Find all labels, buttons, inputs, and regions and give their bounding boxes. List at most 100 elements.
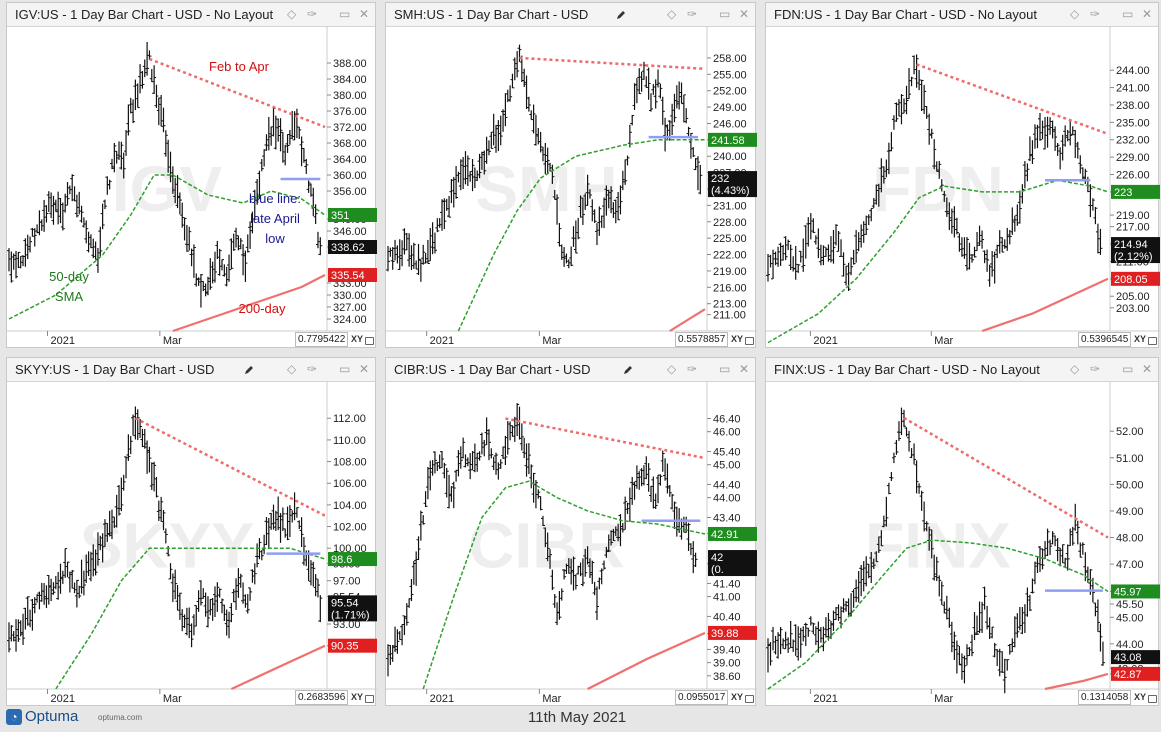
trend-line[interactable] bbox=[519, 56, 706, 71]
sma50-value-badge-bg bbox=[708, 132, 757, 147]
y-tick-label: 110.00 bbox=[333, 435, 366, 447]
maximize-icon[interactable]: ▭ bbox=[719, 362, 731, 376]
maximize-icon[interactable]: ▭ bbox=[1122, 362, 1134, 376]
last-price-badge: 214.94 bbox=[1114, 239, 1148, 251]
xy-toggle[interactable]: XY bbox=[1134, 334, 1147, 344]
pencil-icon[interactable] bbox=[615, 8, 627, 20]
chart-panel[interactable]: FINX:US - 1 Day Bar Chart - USD - No Lay… bbox=[765, 357, 1160, 707]
diamond-icon[interactable]: ◇ bbox=[1070, 362, 1080, 376]
trend-line[interactable] bbox=[916, 63, 1109, 136]
maximize-icon[interactable]: ▭ bbox=[339, 362, 351, 376]
maximize-icon[interactable]: ▭ bbox=[719, 7, 731, 21]
y-tick-label: 217.00 bbox=[1116, 222, 1150, 234]
close-icon[interactable]: ✕ bbox=[739, 362, 750, 376]
maximize-icon[interactable]: ▭ bbox=[1122, 7, 1134, 21]
lock-icon[interactable] bbox=[1148, 695, 1157, 703]
chart-canvas[interactable]: IGV 388.00 384.00 380.00 376.00 372.00 368.00 3… bbox=[7, 27, 377, 349]
sma50-value-badge-bg bbox=[328, 552, 377, 567]
close-icon[interactable]: ✕ bbox=[359, 362, 370, 376]
xy-toggle[interactable]: XY bbox=[351, 334, 364, 344]
x-tick-label: Mar bbox=[934, 335, 953, 347]
y-tick-label: 205.00 bbox=[1116, 291, 1150, 303]
chart-canvas[interactable]: CIBR 46.40 46.00 45.40 45.00 44.40 44.00 43.40 4… bbox=[386, 382, 757, 707]
chart-title: SMH:US - 1 Day Bar Chart - USD bbox=[394, 7, 589, 22]
chart-title: CIBR:US - 1 Day Bar Chart - USD bbox=[394, 362, 591, 377]
chart-title-bar[interactable]: SMH:US - 1 Day Bar Chart - USD ◇ ✑ ▭ ✕ bbox=[386, 3, 755, 27]
pin-icon[interactable]: ✑ bbox=[307, 362, 318, 376]
y-tick-label: 327.00 bbox=[333, 302, 367, 314]
last-price-badge-bg bbox=[328, 595, 377, 622]
y-tick-label: 255.00 bbox=[713, 69, 747, 81]
chart-title-bar[interactable]: FDN:US - 1 Day Bar Chart - USD - No Layo… bbox=[766, 3, 1158, 27]
x-tick-label: 2021 bbox=[430, 693, 454, 705]
close-icon[interactable]: ✕ bbox=[739, 7, 750, 21]
y-tick-label: 222.00 bbox=[713, 250, 747, 262]
chart-canvas[interactable]: FINX52.0051.0050.0049.0048.0047.0045.974… bbox=[766, 382, 1160, 707]
diamond-icon[interactable]: ◇ bbox=[667, 362, 677, 376]
close-icon[interactable]: ✕ bbox=[1142, 7, 1153, 21]
pin-icon[interactable]: ✑ bbox=[1090, 7, 1101, 21]
y-tick-label: 216.00 bbox=[713, 282, 747, 294]
chart-title-bar[interactable]: IGV:US - 1 Day Bar Chart - USD - No Layo… bbox=[7, 3, 375, 27]
scale-field[interactable]: 0.0955017 bbox=[675, 690, 729, 705]
pencil-icon[interactable] bbox=[622, 363, 634, 375]
pin-icon[interactable]: ✑ bbox=[1090, 362, 1101, 376]
pin-icon[interactable]: ✑ bbox=[687, 7, 698, 21]
y-tick-label: 376.00 bbox=[333, 106, 367, 118]
diamond-icon[interactable]: ◇ bbox=[667, 7, 677, 21]
chart-title-bar[interactable]: CIBR:US - 1 Day Bar Chart - USD ◇ ✑ ▭ ✕ bbox=[386, 358, 755, 382]
trend-line[interactable] bbox=[134, 417, 326, 517]
trend-line[interactable] bbox=[148, 57, 326, 129]
chart-panel[interactable]: CIBR:US - 1 Day Bar Chart - USD ◇ ✑ ▭ ✕ CIBR 4… bbox=[385, 357, 757, 707]
scale-field[interactable]: 0.1314058 bbox=[1078, 690, 1132, 705]
diamond-icon[interactable]: ◇ bbox=[287, 362, 297, 376]
lock-icon[interactable] bbox=[745, 337, 754, 345]
diamond-icon[interactable]: ◇ bbox=[287, 7, 297, 21]
chart-canvas[interactable]: SKYY 112.00 110.00 108.00 106.00 104.00 102.00… bbox=[7, 382, 377, 707]
close-icon[interactable]: ✕ bbox=[359, 7, 370, 21]
pin-icon[interactable]: ✑ bbox=[307, 7, 318, 21]
chart-panel[interactable]: SMH:US - 1 Day Bar Chart - USD ◇ ✑ ▭ ✕ SMH 258… bbox=[385, 2, 757, 349]
close-icon[interactable]: ✕ bbox=[1142, 362, 1153, 376]
chart-panel[interactable]: SKYY:US - 1 Day Bar Chart - USD ◇ ✑ ▭ ✕ SKYY 1… bbox=[6, 357, 377, 707]
y-tick-label: 43.40 bbox=[713, 512, 741, 524]
scale-field[interactable]: 0.2683596 bbox=[295, 690, 349, 705]
scale-field[interactable]: 0.5396545 bbox=[1078, 332, 1132, 347]
y-tick-label: 368.00 bbox=[333, 138, 367, 150]
optuma-logo-icon: ◔ bbox=[6, 709, 22, 726]
sma200-value-badge: 42.87 bbox=[1114, 669, 1142, 681]
xy-toggle[interactable]: XY bbox=[731, 692, 744, 702]
xy-toggle[interactable]: XY bbox=[1134, 692, 1147, 702]
pencil-icon[interactable] bbox=[243, 363, 255, 375]
diamond-icon[interactable]: ◇ bbox=[1070, 7, 1080, 21]
annotation-blue-line-2: late April bbox=[250, 211, 300, 226]
xy-toggle[interactable]: XY bbox=[351, 692, 364, 702]
chart-panel[interactable]: FDN:US - 1 Day Bar Chart - USD - No Layo… bbox=[765, 2, 1160, 349]
y-tick-label: 106.00 bbox=[333, 478, 367, 490]
lock-icon[interactable] bbox=[365, 337, 374, 345]
trend-line[interactable] bbox=[505, 417, 706, 460]
chart-title-bar[interactable]: SKYY:US - 1 Day Bar Chart - USD ◇ ✑ ▭ ✕ bbox=[7, 358, 375, 382]
scale-field[interactable]: 0.7795422 bbox=[295, 332, 349, 347]
y-tick-label: 231.00 bbox=[713, 200, 747, 212]
scale-field[interactable]: 0.5578857 bbox=[675, 332, 729, 347]
xy-toggle[interactable]: XY bbox=[731, 334, 744, 344]
sma200-line bbox=[587, 631, 706, 690]
pin-icon[interactable]: ✑ bbox=[687, 362, 698, 376]
chart-title: SKYY:US - 1 Day Bar Chart - USD bbox=[15, 362, 215, 377]
sma50-line bbox=[767, 179, 1109, 344]
lock-icon[interactable] bbox=[1148, 337, 1157, 345]
chart-title-bar[interactable]: FINX:US - 1 Day Bar Chart - USD - No Lay… bbox=[766, 358, 1158, 382]
chart-panel[interactable]: IGV:US - 1 Day Bar Chart - USD - No Layo… bbox=[6, 2, 377, 349]
annotation-sma50-1: 50-day bbox=[49, 269, 89, 284]
lock-icon[interactable] bbox=[745, 695, 754, 703]
chart-canvas[interactable]: FDN 244.00 241.00 238.00 235.00 232.00 229.00 2… bbox=[766, 27, 1160, 349]
y-tick-label: 104.00 bbox=[333, 500, 367, 512]
chart-canvas[interactable]: SMH258.00255.00252.00249.00246.00243.002… bbox=[386, 27, 757, 349]
lock-icon[interactable] bbox=[365, 695, 374, 703]
x-tick-label: Mar bbox=[163, 693, 182, 705]
x-tick-label: Mar bbox=[542, 693, 561, 705]
maximize-icon[interactable]: ▭ bbox=[339, 7, 351, 21]
y-tick-label: 219.00 bbox=[1116, 210, 1150, 222]
sma200-value-badge: 208.05 bbox=[1114, 274, 1148, 286]
